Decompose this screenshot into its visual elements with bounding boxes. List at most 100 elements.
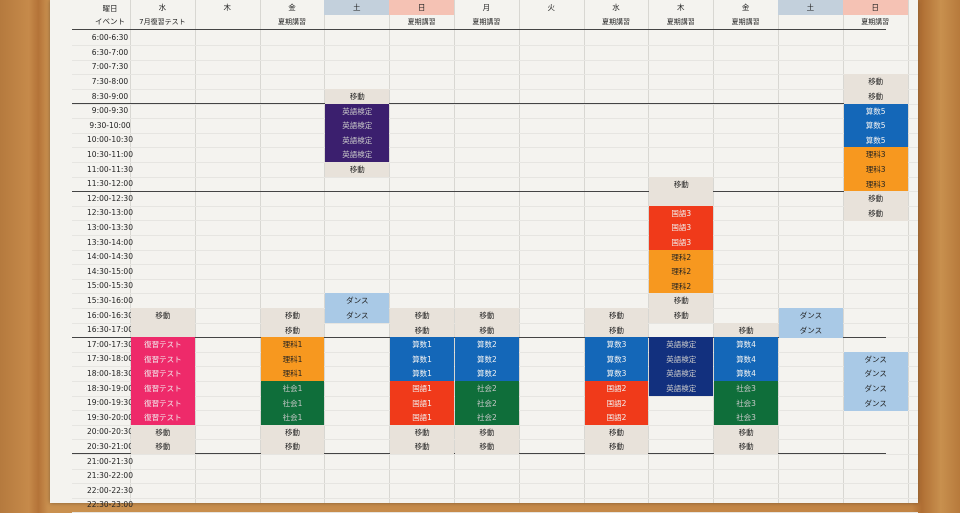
- schedule-block[interactable]: 社会1: [260, 380, 325, 396]
- schedule-block[interactable]: 英語検定: [649, 380, 714, 396]
- schedule-block[interactable]: 移動: [131, 307, 195, 323]
- schedule-block[interactable]: [131, 322, 195, 338]
- schedule-block[interactable]: 復習テスト: [131, 395, 195, 411]
- schedule-block[interactable]: 国語3: [649, 234, 714, 250]
- schedule-block[interactable]: 算数4: [714, 366, 778, 382]
- schedule-block[interactable]: 国語3: [649, 205, 714, 221]
- schedule-block[interactable]: 理科1: [260, 351, 325, 367]
- schedule-block[interactable]: 社会1: [260, 395, 325, 411]
- schedule-block[interactable]: 算数4: [714, 337, 778, 353]
- schedule-block[interactable]: ダンス: [843, 395, 908, 411]
- day-event: 7月復習テスト: [139, 17, 186, 26]
- schedule-block[interactable]: [649, 191, 714, 207]
- schedule-block[interactable]: 移動: [843, 74, 908, 90]
- schedule-block[interactable]: 算数5: [843, 103, 908, 119]
- schedule-block[interactable]: 移動: [325, 161, 390, 177]
- schedule-block[interactable]: 移動: [649, 307, 714, 323]
- schedule-block[interactable]: 英語検定: [649, 337, 714, 353]
- schedule-block[interactable]: 理科3: [843, 147, 908, 163]
- schedule-block[interactable]: 社会2: [455, 410, 519, 426]
- schedule-block[interactable]: 理科3: [843, 176, 908, 192]
- schedule-block[interactable]: 移動: [390, 322, 454, 338]
- schedule-block[interactable]: 移動: [649, 293, 714, 309]
- schedule-block[interactable]: 移動: [390, 307, 454, 323]
- schedule-block[interactable]: 英語検定: [649, 351, 714, 367]
- schedule-block[interactable]: 理科2: [649, 249, 714, 265]
- schedule-block[interactable]: 移動: [260, 322, 325, 338]
- schedule-block[interactable]: 算数3: [584, 337, 649, 353]
- schedule-block[interactable]: 理科2: [649, 264, 714, 280]
- schedule-block[interactable]: 算数2: [455, 366, 519, 382]
- schedule-block[interactable]: 移動: [714, 424, 778, 440]
- schedule-block[interactable]: 移動: [455, 424, 519, 440]
- schedule-block[interactable]: 理科3: [843, 161, 908, 177]
- schedule-block[interactable]: 移動: [843, 191, 908, 207]
- schedule-block[interactable]: 算数1: [390, 351, 454, 367]
- schedule-block[interactable]: 移動: [714, 322, 778, 338]
- day-header: 月: [482, 3, 491, 12]
- schedule-block[interactable]: 移動: [584, 439, 649, 455]
- schedule-block[interactable]: 算数5: [843, 118, 908, 134]
- schedule-block[interactable]: 算数3: [584, 351, 649, 367]
- schedule-block[interactable]: 算数2: [455, 337, 519, 353]
- schedule-block[interactable]: ダンス: [843, 380, 908, 396]
- schedule-block[interactable]: ダンス: [779, 322, 843, 338]
- schedule-block[interactable]: 算数1: [390, 366, 454, 382]
- schedule-block[interactable]: 移動: [260, 307, 325, 323]
- schedule-block[interactable]: 社会3: [714, 395, 778, 411]
- schedule-block[interactable]: 国語2: [584, 395, 649, 411]
- schedule-block[interactable]: 復習テスト: [131, 366, 195, 382]
- schedule-block[interactable]: 移動: [131, 424, 195, 440]
- schedule-block[interactable]: 理科1: [260, 337, 325, 353]
- schedule-block[interactable]: 社会1: [260, 410, 325, 426]
- schedule-block[interactable]: 社会2: [455, 395, 519, 411]
- schedule-block[interactable]: 算数5: [843, 132, 908, 148]
- schedule-block[interactable]: 移動: [455, 322, 519, 338]
- schedule-block[interactable]: 算数1: [390, 337, 454, 353]
- schedule-block[interactable]: 移動: [843, 205, 908, 221]
- schedule-block[interactable]: 算数2: [455, 351, 519, 367]
- schedule-block[interactable]: 復習テスト: [131, 410, 195, 426]
- schedule-block[interactable]: 社会3: [714, 380, 778, 396]
- schedule-block[interactable]: 移動: [260, 439, 325, 455]
- schedule-block[interactable]: 移動: [325, 88, 390, 104]
- schedule-block[interactable]: 理科1: [260, 366, 325, 382]
- schedule-block[interactable]: 復習テスト: [131, 351, 195, 367]
- schedule-block[interactable]: 算数3: [584, 366, 649, 382]
- schedule-block[interactable]: 国語1: [390, 380, 454, 396]
- schedule-block[interactable]: 移動: [455, 439, 519, 455]
- schedule-block[interactable]: 移動: [843, 88, 908, 104]
- schedule-block[interactable]: 英語検定: [325, 132, 390, 148]
- schedule-block[interactable]: 移動: [260, 424, 325, 440]
- schedule-block[interactable]: 移動: [714, 439, 778, 455]
- schedule-block[interactable]: 復習テスト: [131, 380, 195, 396]
- schedule-block[interactable]: 国語2: [584, 410, 649, 426]
- schedule-block[interactable]: 英語検定: [649, 366, 714, 382]
- schedule-block[interactable]: 理科2: [649, 278, 714, 294]
- schedule-block[interactable]: 英語検定: [325, 118, 390, 134]
- schedule-block[interactable]: 国語1: [390, 395, 454, 411]
- schedule-block[interactable]: 移動: [584, 424, 649, 440]
- schedule-block[interactable]: 移動: [584, 307, 649, 323]
- schedule-block[interactable]: 国語1: [390, 410, 454, 426]
- schedule-block[interactable]: 国語3: [649, 220, 714, 236]
- schedule-block[interactable]: 英語検定: [325, 103, 390, 119]
- schedule-block[interactable]: 算数4: [714, 351, 778, 367]
- schedule-block[interactable]: 移動: [131, 439, 195, 455]
- schedule-block[interactable]: 国語2: [584, 380, 649, 396]
- schedule-block[interactable]: 移動: [390, 439, 454, 455]
- schedule-block[interactable]: 移動: [455, 307, 519, 323]
- schedule-block[interactable]: 社会2: [455, 380, 519, 396]
- schedule-block[interactable]: ダンス: [325, 293, 390, 309]
- schedule-block[interactable]: ダンス: [779, 307, 843, 323]
- schedule-block[interactable]: 移動: [649, 176, 714, 192]
- schedule-block[interactable]: 移動: [390, 424, 454, 440]
- schedule-block[interactable]: 社会3: [714, 410, 778, 426]
- schedule-block[interactable]: 英語検定: [325, 147, 390, 163]
- schedule-block[interactable]: 復習テスト: [131, 337, 195, 353]
- schedule-block[interactable]: ダンス: [325, 307, 390, 323]
- schedule-block[interactable]: ダンス: [843, 366, 908, 382]
- schedule-block[interactable]: 移動: [584, 322, 649, 338]
- day-event: 夏期講習: [666, 17, 695, 26]
- schedule-block[interactable]: ダンス: [843, 351, 908, 367]
